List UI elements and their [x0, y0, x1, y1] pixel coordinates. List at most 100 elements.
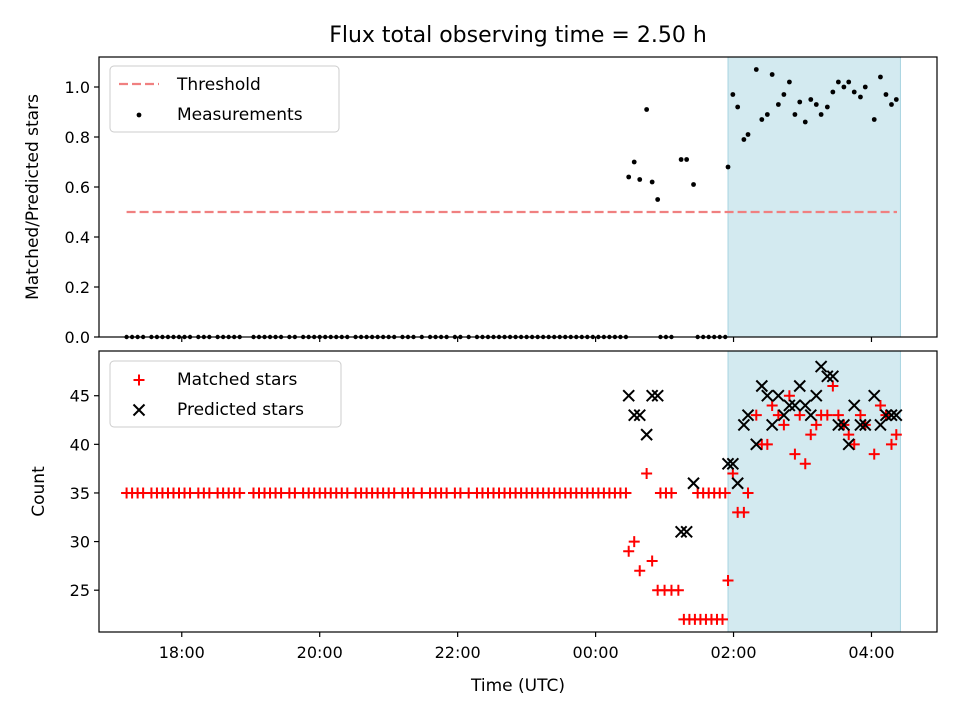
predicted-star-point [788, 399, 802, 412]
matched-star-point [742, 487, 754, 499]
legend-matched-swatch [133, 374, 145, 386]
count-legend: Matched stars Predicted stars [109, 360, 342, 428]
predicted-star-point [645, 389, 659, 402]
count-plot-frame [98, 350, 938, 633]
measurement-point [725, 164, 731, 170]
predicted-star-point [885, 408, 898, 422]
predicted-star-point [680, 525, 693, 539]
matched-stars-points [623, 380, 902, 625]
predicted-star-point [810, 389, 823, 402]
measurement-point [792, 112, 798, 117]
matched-star-point [672, 584, 684, 596]
legend-threshold-label: Threshold [176, 75, 261, 95]
x-tick-label: 22:00 [435, 643, 481, 662]
predicted-star-point [640, 428, 653, 441]
measurement-point [858, 94, 863, 100]
measurement-point [797, 99, 803, 105]
matched-star-point [789, 448, 801, 460]
baseline-matched-stars [121, 487, 731, 499]
y-tick-label: 0.2 [65, 278, 90, 297]
legend-matched-label: Matched stars [177, 370, 297, 390]
matched-star-point [738, 506, 750, 518]
ratio-x-ticks [181, 337, 873, 342]
predicted-star-point [859, 418, 872, 432]
x-tick-label: 04:00 [848, 643, 894, 662]
predicted-star-point [628, 408, 641, 422]
measurement-point [735, 104, 741, 110]
legend-measurements-label: Measurements [177, 105, 303, 125]
predicted-star-point [761, 389, 774, 402]
ratio-plot-frame [98, 56, 938, 338]
matched-star-point [827, 380, 839, 392]
measurement-point [730, 92, 736, 97]
predicted-star-point [721, 457, 735, 470]
legend-predicted-label: Predicted stars [177, 400, 304, 420]
count-y-axis: 25 30 35 40 45 [70, 387, 99, 600]
measurement-point [655, 197, 661, 202]
measurement-point [871, 117, 877, 122]
matched-star-point [832, 409, 844, 421]
y-tick-label: 0.8 [65, 128, 90, 147]
measurement-point [678, 157, 684, 162]
measurement-point [830, 89, 836, 95]
measurement-point [824, 104, 830, 110]
measurement-point [649, 179, 655, 185]
predicted-star-point [890, 408, 903, 422]
measurement-point [862, 84, 868, 90]
chart-title: Flux total observing time = 2.50 h [329, 23, 707, 48]
count-panel: 25 30 35 40 45 18:00 20:00 22:00 00:00 02:00 04:0… [29, 350, 938, 696]
measurement-point [759, 117, 765, 122]
measurement-point [781, 92, 787, 97]
matched-star-point [628, 536, 640, 548]
matched-star-point [885, 438, 897, 450]
predicted-star-point [837, 418, 851, 432]
measurement-point [893, 97, 899, 102]
measurement-point [631, 159, 637, 165]
predicted-star-point [731, 477, 744, 490]
predicted-star-point [874, 418, 887, 432]
measurement-point [637, 177, 643, 182]
predicted-star-point [687, 477, 700, 490]
matched-star-point [719, 487, 731, 499]
predicted-star-point [783, 399, 796, 412]
matched-star-point [665, 487, 677, 499]
observing-span-highlight [727, 56, 901, 338]
measurement-point [889, 102, 894, 107]
y-tick-label: 25 [70, 581, 90, 600]
ratio-y-axis: 0.0 0.2 0.4 0.6 0.8 1.0 [65, 78, 99, 347]
x-tick-label: 18:00 [159, 643, 205, 662]
predicted-star-point [741, 408, 755, 422]
predicted-star-point [737, 418, 751, 432]
predicted-star-point [868, 389, 881, 402]
matched-star-point [722, 574, 734, 586]
matched-star-point [868, 448, 880, 460]
predicted-star-point [726, 457, 740, 470]
matched-star-point [641, 468, 653, 480]
predicted-star-point [622, 389, 635, 402]
predicted-star-point [777, 408, 791, 422]
matched-star-point [623, 545, 635, 557]
x-tick-label: 00:00 [573, 643, 619, 662]
predicted-stars-points [622, 360, 903, 539]
matched-star-point [620, 487, 632, 499]
measurement-point [764, 112, 770, 117]
measurement-point [841, 84, 847, 90]
measurement-point [835, 79, 841, 85]
matched-star-point [821, 409, 833, 421]
measurement-point [644, 107, 650, 112]
predicted-star-point [674, 525, 688, 539]
measurement-points [626, 67, 899, 202]
y-tick-label: 40 [70, 435, 90, 454]
y-tick-label: 0.0 [65, 328, 90, 347]
predicted-star-point [832, 418, 845, 432]
matched-star-point [810, 419, 822, 431]
predicted-star-point [804, 408, 817, 422]
measurement-point [878, 74, 883, 80]
ratio-panel: 0.0 0.2 0.4 0.6 0.8 1.0 Matched/Predicted sta… [23, 56, 938, 347]
matched-star-point [848, 438, 860, 450]
predicted-star-point [842, 438, 855, 451]
measurement-point [684, 157, 690, 162]
predicted-star-point [651, 389, 664, 402]
matched-star-point [890, 429, 902, 441]
